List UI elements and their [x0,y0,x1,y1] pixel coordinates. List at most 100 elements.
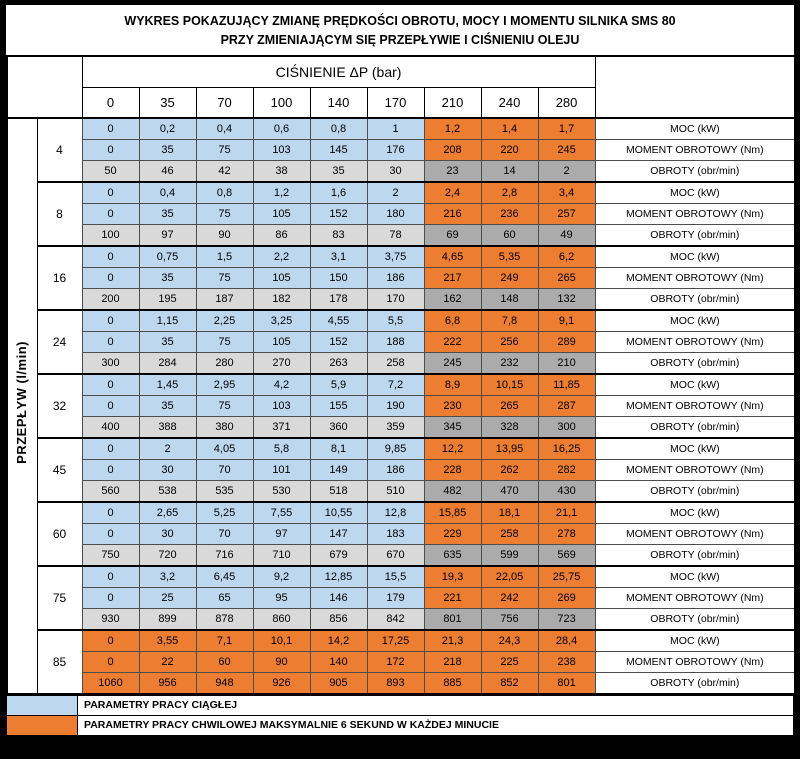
row-label: OBROTY (obr/min) [594,415,794,438]
value-cell: 200 [81,287,140,310]
legend-swatch-momentary [6,714,78,736]
data-row: 0 30 70 101 149 186 228 262 282 MOMENT OBROTOWY (… [7,458,794,481]
value-cell: 1,6 [309,180,368,204]
value-cell: 3,2 [138,564,197,588]
value-cell: 6,2 [537,244,596,268]
value-cell: 12,85 [309,564,368,588]
value-cell: 280 [195,351,254,374]
value-cell: 538 [138,479,197,502]
row-label: MOC (kW) [594,436,794,460]
value-cell: 65 [195,586,254,609]
flow-axis-label: PRZEPŁYW (l/min) [6,116,38,694]
pressure-col-header: 0 [81,86,140,118]
value-cell: 10,15 [480,372,539,396]
value-cell: 345 [423,415,482,438]
flow-value: 4 [36,116,83,182]
value-cell: 470 [480,479,539,502]
value-cell: 186 [366,266,425,289]
value-cell: 35 [309,159,368,182]
value-cell: 35 [138,330,197,353]
value-cell: 0,8 [309,116,368,140]
title-line-2: PRZY ZMIENIAJĄCYM SIĘ PRZEPŁYWIE I CIŚNI… [220,32,580,47]
value-cell: 176 [366,138,425,161]
value-cell: 257 [537,202,596,225]
flow-axis-label-text: PRZEPŁYW (l/min) [14,340,30,464]
value-cell: 1,2 [252,180,311,204]
value-cell: 7,1 [195,628,254,652]
row-label: OBROTY (obr/min) [594,671,794,694]
value-cell: 6,8 [423,308,482,332]
corner-blank [7,87,82,118]
value-cell: 23 [423,159,482,182]
value-cell: 1 [366,116,425,140]
value-cell: 720 [138,543,197,566]
value-cell: 518 [309,479,368,502]
value-cell: 60 [480,223,539,246]
value-cell: 2,2 [252,244,311,268]
value-cell: 3,75 [366,244,425,268]
value-cell: 21,3 [423,628,482,652]
data-row: 100 97 90 86 83 78 69 60 49 OBROTY (obr/min) [7,223,794,246]
value-cell: 11,85 [537,372,596,396]
row-label: MOC (kW) [594,116,794,140]
value-cell: 13,95 [480,436,539,460]
row-label: MOMENT OBROTOWY (Nm) [594,522,794,545]
data-row: 750 720 716 710 679 670 635 599 569 OBROTY (obr/m… [7,543,794,566]
value-cell: 132 [537,287,596,310]
corner-blank [595,55,794,87]
value-cell: 105 [252,266,311,289]
value-cell: 723 [537,607,596,630]
value-cell: 1060 [81,671,140,694]
value-cell: 801 [537,671,596,694]
value-cell: 28,4 [537,628,596,652]
value-cell: 3,25 [252,308,311,332]
value-cell: 535 [195,479,254,502]
value-cell: 178 [309,287,368,310]
value-cell: 19,3 [423,564,482,588]
value-cell: 899 [138,607,197,630]
value-cell: 229 [423,522,482,545]
value-cell: 2 [537,159,596,182]
row-label: OBROTY (obr/min) [594,607,794,630]
value-cell: 90 [195,223,254,246]
value-cell: 182 [252,287,311,310]
value-cell: 7,8 [480,308,539,332]
value-cell: 162 [423,287,482,310]
value-cell: 15,85 [423,500,482,524]
value-cell: 69 [423,223,482,246]
value-cell: 236 [480,202,539,225]
value-cell: 208 [423,138,482,161]
flow-value: 60 [36,500,83,566]
data-row: 560 538 535 530 518 510 482 470 430 OBROTY (obr/m… [7,479,794,502]
value-cell: 926 [252,671,311,694]
value-cell: 4,55 [309,308,368,332]
value-cell: 0,2 [138,116,197,140]
value-cell: 105 [252,202,311,225]
flow-value: 16 [36,244,83,310]
value-cell: 42 [195,159,254,182]
value-cell: 5,35 [480,244,539,268]
value-cell: 100 [81,223,140,246]
value-cell: 599 [480,543,539,566]
value-cell: 9,2 [252,564,311,588]
page-title: WYKRES POKAZUJĄCY ZMIANĘ PRĘDKOŚCI OBROT… [6,5,794,55]
value-cell: 560 [81,479,140,502]
pressure-col-header: 240 [480,86,539,118]
legend: PARAMETRY PRACY CIĄGŁEJ PARAMETRY PRACY C… [6,694,794,736]
data-row: 60 0 2,65 5,25 7,55 10,55 12,8 15,85 18,1 21,1 MOC… [7,500,794,566]
value-cell: 245 [537,138,596,161]
value-cell: 70 [195,458,254,481]
value-cell: 278 [537,522,596,545]
value-cell: 0 [81,308,140,332]
value-cell: 152 [309,202,368,225]
value-cell: 2,8 [480,180,539,204]
value-cell: 2 [138,436,197,460]
row-label: OBROTY (obr/min) [594,479,794,502]
value-cell: 149 [309,458,368,481]
pressure-header-row: CIŚNIENIE ΔP (bar) [7,55,794,88]
value-cell: 180 [366,202,425,225]
value-cell: 852 [480,671,539,694]
row-label: MOMENT OBROTOWY (Nm) [594,330,794,353]
value-cell: 0 [81,394,140,417]
